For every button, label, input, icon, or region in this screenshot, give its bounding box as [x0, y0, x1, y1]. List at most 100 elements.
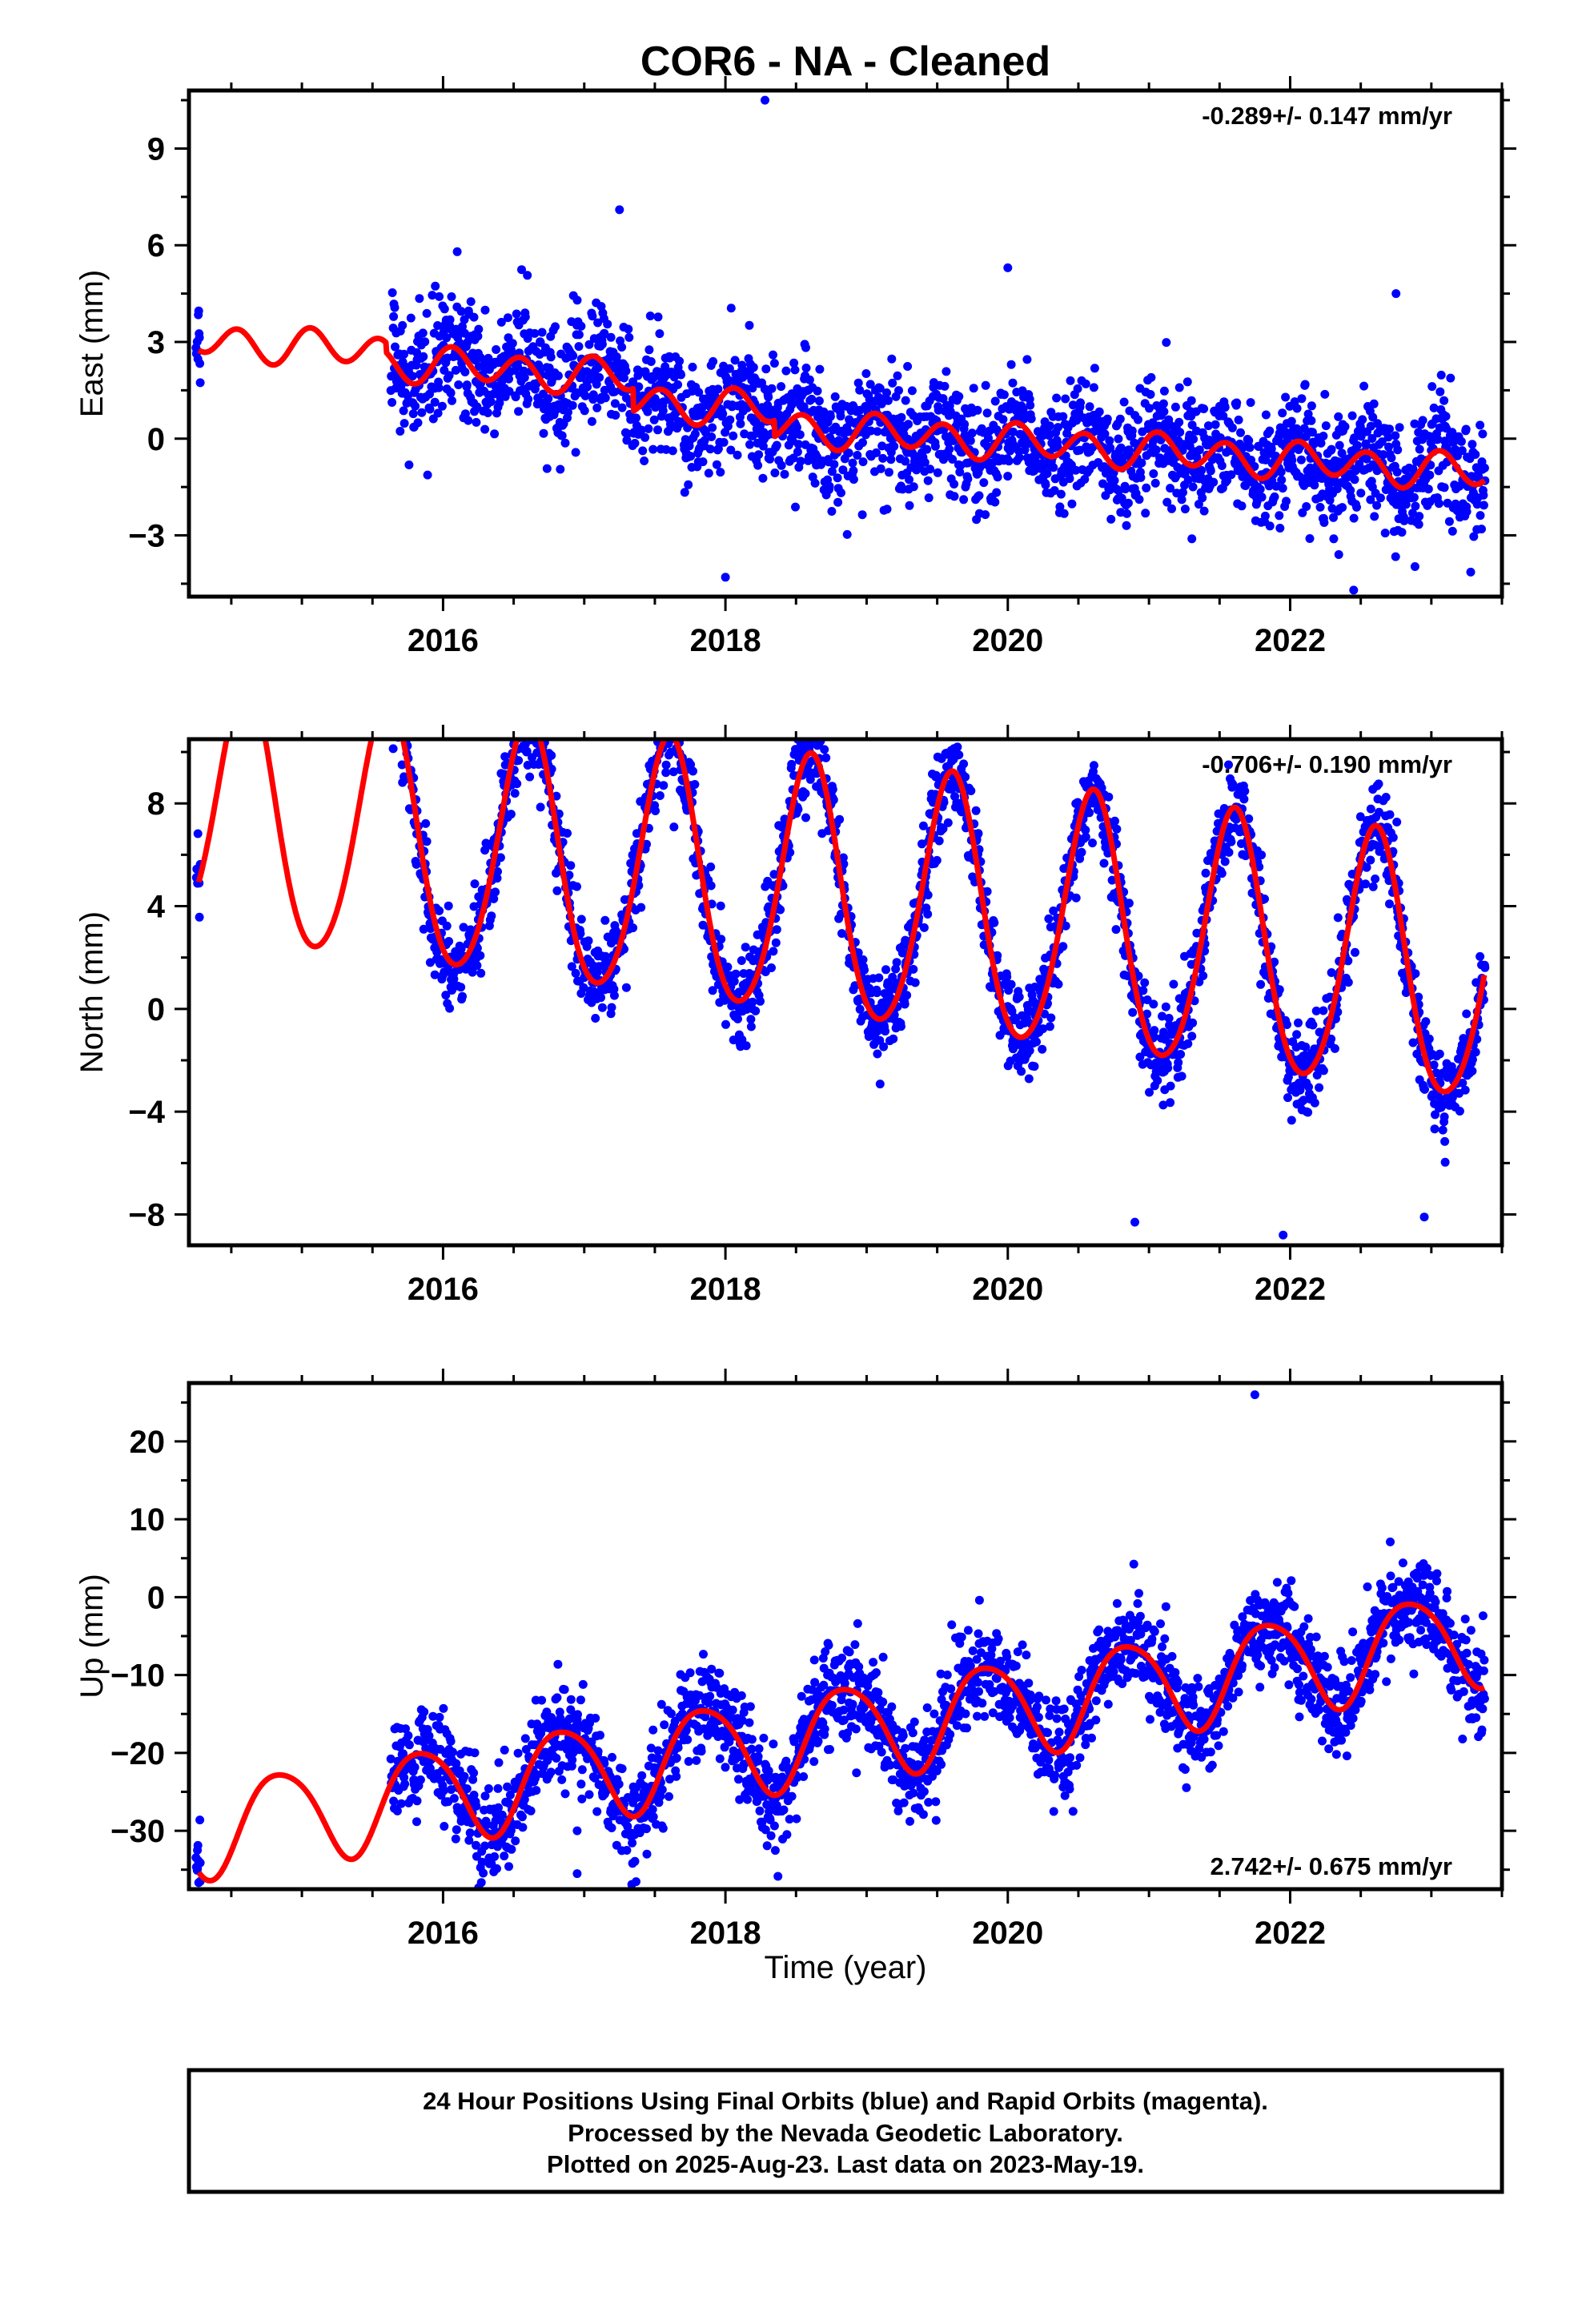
data-point: [673, 713, 682, 722]
data-point: [1388, 833, 1398, 842]
data-point: [1175, 428, 1185, 437]
data-point: [1177, 495, 1186, 505]
data-point: [389, 312, 399, 321]
data-point: [412, 1796, 422, 1806]
data-point: [472, 417, 481, 427]
data-point: [689, 766, 697, 776]
data-point: [542, 727, 551, 736]
data-point: [1319, 518, 1329, 527]
data-point: [754, 450, 764, 460]
data-point: [1411, 501, 1420, 511]
data-point: [660, 714, 669, 723]
data-point: [389, 1796, 399, 1806]
data-point: [1462, 507, 1472, 517]
data-point: [893, 371, 902, 380]
data-point: [810, 478, 820, 488]
data-point: [1330, 1043, 1339, 1053]
data-point: [892, 958, 901, 967]
data-point: [820, 722, 829, 730]
data-point: [393, 721, 402, 730]
data-point: [943, 818, 953, 827]
data-point: [1224, 760, 1233, 770]
data-point: [1052, 393, 1062, 403]
data-point: [723, 963, 733, 971]
data-point: [392, 1806, 402, 1815]
data-point: [476, 951, 485, 960]
data-point: [934, 836, 944, 846]
data-point: [1370, 512, 1379, 521]
data-point: [777, 382, 786, 392]
data-point: [1201, 868, 1211, 878]
data-point: [420, 337, 430, 347]
data-point: [982, 887, 992, 896]
data-point: [873, 1049, 882, 1059]
data-point: [756, 996, 765, 1006]
data-point: [1162, 497, 1172, 507]
data-point: [418, 328, 428, 338]
data-point: [1088, 838, 1097, 848]
data-point: [552, 886, 562, 895]
data-point: [884, 468, 893, 477]
data-point: [865, 380, 875, 389]
data-point: [1385, 810, 1395, 819]
data-point: [390, 683, 399, 692]
data-point: [1343, 978, 1353, 987]
data-point: [1068, 400, 1078, 410]
x-tick-label: 2020: [972, 1272, 1043, 1307]
data-point: [1002, 972, 1012, 982]
data-point: [1188, 1018, 1198, 1027]
data-point: [655, 791, 665, 800]
data-point: [758, 473, 768, 483]
data-point: [563, 829, 572, 838]
data-point: [1255, 862, 1264, 871]
x-tick-label: 2022: [1255, 1272, 1326, 1307]
data-point: [512, 715, 520, 724]
data-point: [1054, 423, 1062, 432]
data-point: [876, 464, 885, 473]
data-point: [628, 377, 638, 387]
data-point: [1081, 826, 1090, 834]
data-point: [539, 428, 548, 438]
data-point: [923, 910, 933, 919]
data-point: [1415, 512, 1424, 521]
data-point: [1145, 1088, 1154, 1097]
data-point: [981, 380, 990, 390]
data-point: [1138, 986, 1148, 995]
data-point: [1121, 485, 1130, 494]
data-point: [1362, 862, 1371, 872]
data-point: [1307, 401, 1316, 411]
data-point: [422, 837, 432, 846]
data-point: [661, 768, 671, 778]
data-point: [465, 1828, 475, 1838]
data-point: [891, 964, 901, 974]
data-point: [730, 356, 740, 365]
data-point: [707, 432, 717, 441]
data-point: [584, 340, 594, 349]
data-point: [879, 1042, 889, 1051]
outlier-point: [1391, 289, 1401, 299]
data-point: [787, 759, 797, 769]
data-point: [1308, 1020, 1318, 1030]
data-point: [942, 367, 951, 376]
data-point: [838, 853, 848, 862]
data-point: [993, 472, 1002, 482]
data-point: [1359, 381, 1369, 391]
data-point: [1059, 509, 1069, 518]
data-point: [1325, 496, 1335, 505]
y-axis-label: East (mm): [74, 270, 110, 417]
data-point: [456, 944, 466, 954]
data-point: [597, 340, 607, 349]
data-point: [1115, 414, 1125, 424]
data-point: [1260, 511, 1270, 521]
data-point: [624, 332, 634, 342]
data-point: [833, 497, 843, 507]
data-point: [1327, 968, 1336, 977]
data-point: [1275, 524, 1285, 533]
data-point: [1099, 858, 1109, 868]
data-point: [402, 723, 411, 732]
data-point: [448, 396, 456, 405]
data-point: [517, 687, 526, 696]
data-point: [1436, 370, 1446, 380]
data-point: [900, 999, 909, 1009]
